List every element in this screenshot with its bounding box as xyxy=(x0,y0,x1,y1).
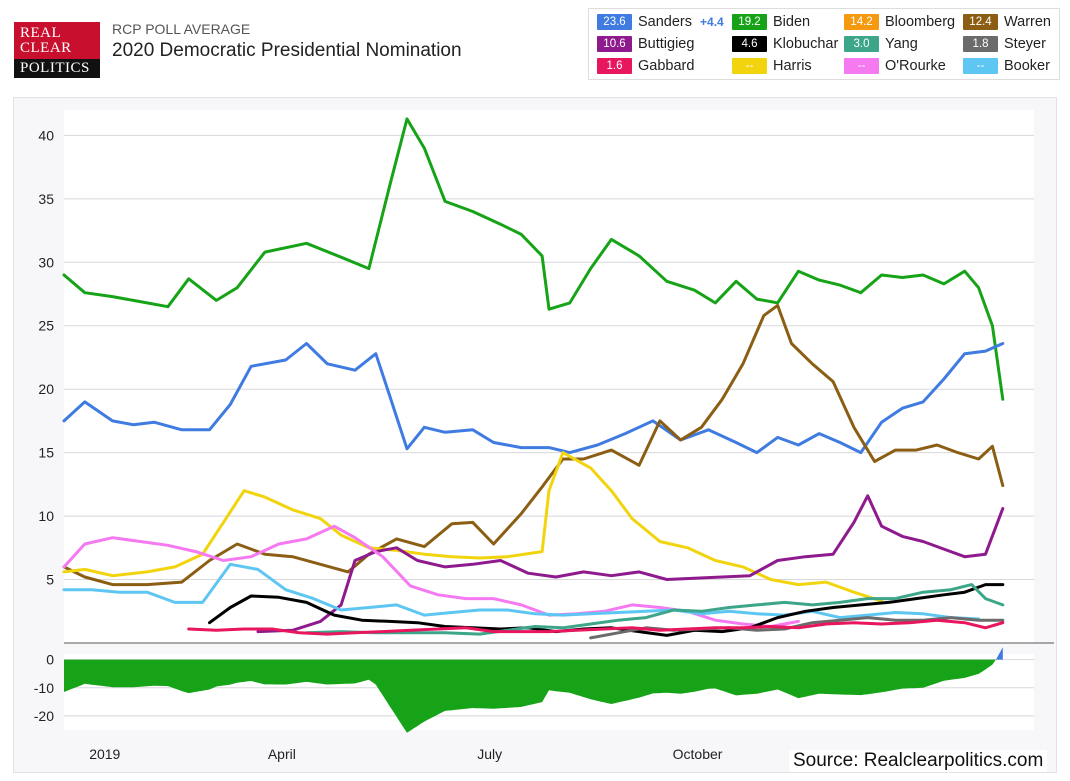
legend: 23.6 Sanders +4.4 19.2 Biden 14.2 Bloomberg 12.… xyxy=(588,8,1060,80)
legend-label: Buttigieg xyxy=(638,36,695,52)
legend-item[interactable]: -- Booker xyxy=(963,58,1050,74)
legend-value-badge: -- xyxy=(732,58,767,74)
x-tick-label: 2019 xyxy=(89,746,120,762)
legend-value-badge: 19.2 xyxy=(732,14,767,30)
y-tick-label: 25 xyxy=(38,318,54,334)
chart-svg: 5 10 15 20 25 30 35 40 0 -10 -20 2019 April July Octob… xyxy=(34,110,1054,762)
logo-line-3: POLITICS xyxy=(14,59,100,78)
legend-label: Sanders xyxy=(638,14,693,30)
legend-item[interactable]: 1.6 Gabbard xyxy=(597,58,694,74)
legend-item[interactable]: 1.8 Steyer xyxy=(963,36,1046,52)
legend-label: Harris xyxy=(773,58,812,74)
y-tick-label: 10 xyxy=(38,508,54,524)
legend-label: Gabbard xyxy=(638,58,695,74)
legend-value-badge: 14.2 xyxy=(844,14,879,30)
legend-value-badge: 1.6 xyxy=(597,58,632,74)
series-line-yang xyxy=(305,583,1005,636)
series-line-buttigieg xyxy=(256,494,1005,634)
series-line-biden xyxy=(62,117,1005,401)
y-tick-label: 15 xyxy=(38,445,54,461)
series-line-harris xyxy=(62,451,884,603)
legend-item[interactable]: 10.6 Buttigieg xyxy=(597,36,694,52)
y-tick-label: 5 xyxy=(46,572,54,588)
legend-label: Biden xyxy=(773,14,811,30)
legend-item[interactable]: 12.4 Warren xyxy=(963,14,1051,30)
series-line-gabbard xyxy=(187,618,1005,636)
chart-title: 2020 Democratic Presidential Nomination xyxy=(112,40,462,61)
rcp-logo: REAL CLEAR POLITICS xyxy=(14,22,100,78)
legend-label: Booker xyxy=(1004,58,1050,74)
x-tick-label: October xyxy=(673,746,723,762)
plot-background xyxy=(64,110,1034,643)
spread-tick-label: -10 xyxy=(34,680,54,696)
source-note: Source: Realclearpolitics.com xyxy=(789,750,1048,772)
legend-value-badge: 1.8 xyxy=(963,36,998,52)
plot-area: 5 10 15 20 25 30 35 40 0 -10 -20 2019 April July Octob… xyxy=(13,97,1057,773)
legend-value-badge: 4.6 xyxy=(732,36,767,52)
spread-positive-tip xyxy=(995,647,1003,660)
legend-value-badge: 10.6 xyxy=(597,36,632,52)
legend-item[interactable]: 23.6 Sanders +4.4 xyxy=(597,14,724,30)
logo-line-2: CLEAR xyxy=(20,40,72,56)
legend-item[interactable]: 4.6 Klobuchar xyxy=(732,36,838,52)
legend-value-badge: -- xyxy=(844,58,879,74)
series-line-booker xyxy=(62,562,981,621)
legend-value-badge: 23.6 xyxy=(597,14,632,30)
legend-label: Bloomberg xyxy=(885,14,956,30)
legend-item[interactable]: 3.0 Yang xyxy=(844,36,918,52)
x-tick-label: July xyxy=(477,746,502,762)
legend-label: O'Rourke xyxy=(885,58,946,74)
spread-tick-label: -20 xyxy=(34,708,54,724)
legend-label: Warren xyxy=(1004,14,1051,30)
y-tick-label: 35 xyxy=(38,191,54,207)
spread-area xyxy=(64,659,1003,733)
y-tick-label: 20 xyxy=(38,381,54,397)
legend-value-badge: -- xyxy=(963,58,998,74)
legend-delta: +4.4 xyxy=(700,15,724,29)
legend-label: Yang xyxy=(885,36,918,52)
legend-item[interactable]: -- Harris xyxy=(732,58,812,74)
legend-item[interactable]: -- O'Rourke xyxy=(844,58,946,74)
x-tick-label: April xyxy=(268,746,296,762)
legend-item[interactable]: 14.2 Bloomberg xyxy=(844,14,955,30)
legend-value-badge: 12.4 xyxy=(963,14,998,30)
header-eyebrow: RCP POLL AVERAGE xyxy=(112,21,251,37)
legend-label: Steyer xyxy=(1004,36,1046,52)
legend-label: Klobuchar xyxy=(773,36,839,52)
y-tick-label: 40 xyxy=(38,127,54,143)
spread-tick-label: 0 xyxy=(46,652,54,668)
logo-line-1: REAL xyxy=(20,25,62,41)
legend-value-badge: 3.0 xyxy=(844,36,879,52)
legend-item[interactable]: 19.2 Biden xyxy=(732,14,810,30)
y-tick-label: 30 xyxy=(38,254,54,270)
series-line-sanders xyxy=(62,342,1005,455)
